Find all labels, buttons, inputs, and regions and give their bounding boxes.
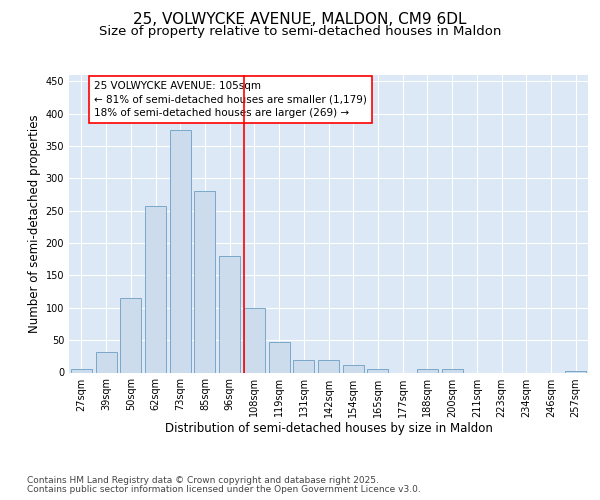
- Bar: [120, 298, 141, 372]
- Bar: [293, 360, 314, 372]
- Bar: [145, 206, 166, 372]
- Bar: [95, 352, 116, 372]
- Bar: [565, 371, 586, 372]
- Bar: [194, 192, 215, 372]
- Bar: [442, 368, 463, 372]
- Text: Contains public sector information licensed under the Open Government Licence v3: Contains public sector information licen…: [27, 485, 421, 494]
- Bar: [417, 368, 438, 372]
- X-axis label: Distribution of semi-detached houses by size in Maldon: Distribution of semi-detached houses by …: [164, 422, 493, 436]
- Bar: [219, 256, 240, 372]
- Text: Size of property relative to semi-detached houses in Maldon: Size of property relative to semi-detach…: [99, 25, 501, 38]
- Bar: [71, 368, 92, 372]
- Text: Contains HM Land Registry data © Crown copyright and database right 2025.: Contains HM Land Registry data © Crown c…: [27, 476, 379, 485]
- Bar: [269, 342, 290, 372]
- Bar: [318, 360, 339, 372]
- Bar: [244, 308, 265, 372]
- Bar: [343, 366, 364, 372]
- Bar: [170, 130, 191, 372]
- Text: 25, VOLWYCKE AVENUE, MALDON, CM9 6DL: 25, VOLWYCKE AVENUE, MALDON, CM9 6DL: [133, 12, 467, 28]
- Bar: [367, 370, 388, 372]
- Y-axis label: Number of semi-detached properties: Number of semi-detached properties: [28, 114, 41, 333]
- Text: 25 VOLWYCKE AVENUE: 105sqm
← 81% of semi-detached houses are smaller (1,179)
18%: 25 VOLWYCKE AVENUE: 105sqm ← 81% of semi…: [94, 82, 367, 118]
